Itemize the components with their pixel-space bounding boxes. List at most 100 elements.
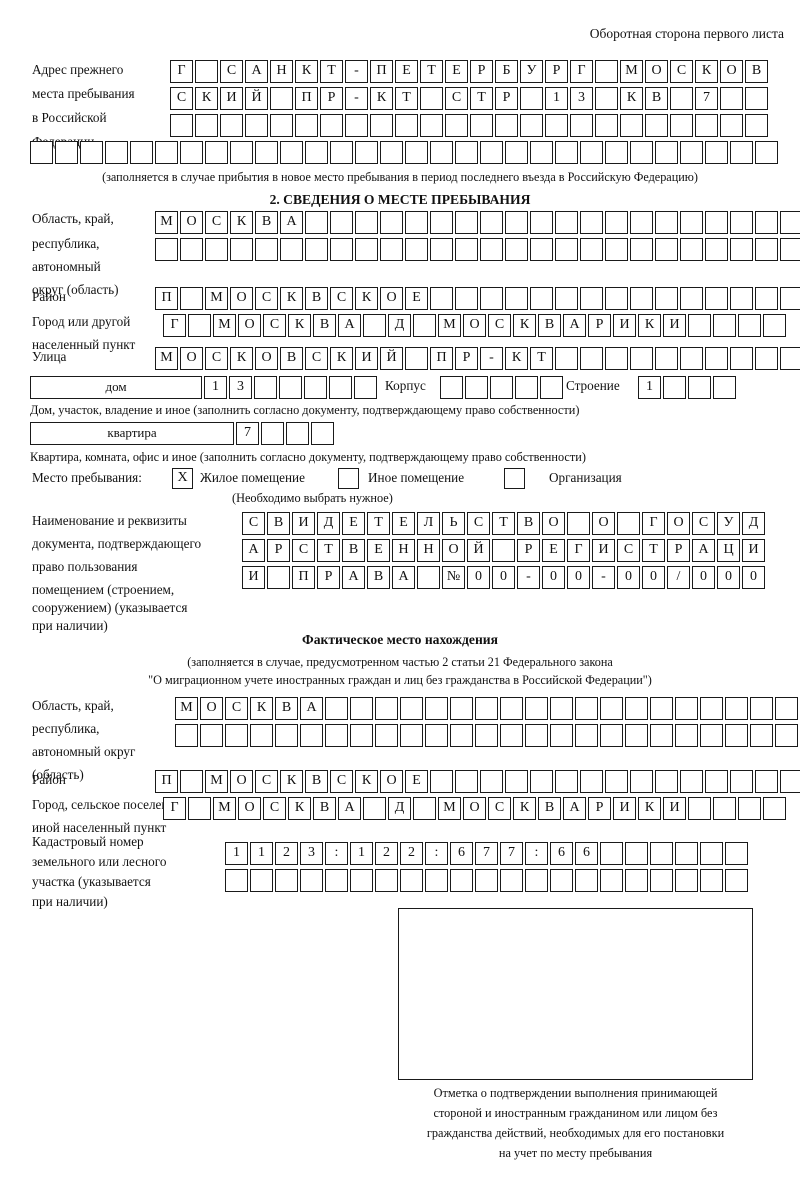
prev-address-cell[interactable]: [270, 114, 293, 137]
document-cell[interactable]: В: [517, 512, 540, 535]
prev-address-cell[interactable]: В: [745, 60, 768, 83]
cadastral-cell[interactable]: [700, 869, 723, 892]
city-cell[interactable]: [738, 314, 761, 337]
prev-address-cell[interactable]: А: [245, 60, 268, 83]
cadastral-cell[interactable]: 7: [500, 842, 523, 865]
cadastral-cell[interactable]: [500, 869, 523, 892]
actual-district-cell[interactable]: [430, 770, 453, 793]
actual-city-cell[interactable]: [763, 797, 786, 820]
city-cell[interactable]: М: [213, 314, 236, 337]
prev-address-cell[interactable]: [55, 141, 78, 164]
actual-city-cell[interactable]: С: [488, 797, 511, 820]
actual-region-cell[interactable]: [300, 724, 323, 747]
district-cell[interactable]: [430, 287, 453, 310]
region-cell[interactable]: О: [180, 211, 203, 234]
district-cell[interactable]: К: [280, 287, 303, 310]
street-cell[interactable]: П: [430, 347, 453, 370]
prev-address-cell[interactable]: [595, 87, 618, 110]
cadastral-cell[interactable]: [475, 869, 498, 892]
actual-district-cell[interactable]: К: [280, 770, 303, 793]
actual-district-cell[interactable]: П: [155, 770, 178, 793]
cadastral-cell[interactable]: [450, 869, 473, 892]
stroenie-cell[interactable]: 1: [638, 376, 661, 399]
actual-district-cell[interactable]: [455, 770, 478, 793]
prev-address-cell[interactable]: Б: [495, 60, 518, 83]
document-cell[interactable]: А: [692, 539, 715, 562]
actual-region-cell[interactable]: [425, 697, 448, 720]
house-cell[interactable]: [354, 376, 377, 399]
document-cell[interactable]: Л: [417, 512, 440, 535]
actual-city-cell[interactable]: А: [563, 797, 586, 820]
prev-address-cell[interactable]: К: [195, 87, 218, 110]
document-cell[interactable]: Т: [367, 512, 390, 535]
actual-district-cell[interactable]: [655, 770, 678, 793]
actual-region-cell[interactable]: [775, 724, 798, 747]
prev-address-cell[interactable]: [445, 114, 468, 137]
district-cell[interactable]: [755, 287, 778, 310]
actual-district-cell[interactable]: [730, 770, 753, 793]
prev-address-cell[interactable]: [595, 60, 618, 83]
prev-address-cell[interactable]: [505, 141, 528, 164]
document-cell[interactable]: Т: [317, 539, 340, 562]
region-cell[interactable]: [455, 238, 478, 261]
document-cell[interactable]: [617, 512, 640, 535]
prev-address-cell[interactable]: [230, 141, 253, 164]
actual-district-cell[interactable]: М: [205, 770, 228, 793]
document-cell[interactable]: 0: [467, 566, 490, 589]
cadastral-cell[interactable]: [650, 842, 673, 865]
district-cell[interactable]: [480, 287, 503, 310]
actual-district-cell[interactable]: [605, 770, 628, 793]
document-cell[interactable]: У: [717, 512, 740, 535]
actual-region-cell[interactable]: М: [175, 697, 198, 720]
prev-address-cell[interactable]: 1: [545, 87, 568, 110]
prev-address-cell[interactable]: [430, 141, 453, 164]
region-cell[interactable]: [355, 211, 378, 234]
flat-cell[interactable]: [261, 422, 284, 445]
prev-address-cell[interactable]: [395, 114, 418, 137]
prev-address-cell[interactable]: Р: [470, 60, 493, 83]
prev-address-cell[interactable]: Р: [495, 87, 518, 110]
document-cell[interactable]: В: [267, 512, 290, 535]
prev-address-cell[interactable]: [670, 87, 693, 110]
actual-region-cell[interactable]: [250, 724, 273, 747]
actual-region-cell[interactable]: К: [250, 697, 273, 720]
prev-address-cell[interactable]: [520, 114, 543, 137]
actual-district-cell[interactable]: С: [255, 770, 278, 793]
actual-region-cell[interactable]: [225, 724, 248, 747]
flat-cell[interactable]: 7: [236, 422, 259, 445]
city-cell[interactable]: О: [463, 314, 486, 337]
region-cell[interactable]: [605, 238, 628, 261]
document-cell[interactable]: В: [367, 566, 390, 589]
city-cell[interactable]: О: [238, 314, 261, 337]
document-cell[interactable]: Т: [642, 539, 665, 562]
region-row[interactable]: [155, 238, 800, 261]
actual-city-cell[interactable]: [688, 797, 711, 820]
actual-region-cell[interactable]: [375, 724, 398, 747]
cadastral-cell[interactable]: [375, 869, 398, 892]
region-cell[interactable]: [505, 211, 528, 234]
actual-city-cell[interactable]: К: [513, 797, 536, 820]
actual-district-cell[interactable]: К: [355, 770, 378, 793]
cadastral-cell[interactable]: [425, 869, 448, 892]
document-cell[interactable]: -: [517, 566, 540, 589]
prev-address-cell[interactable]: 3: [570, 87, 593, 110]
actual-district-cell[interactable]: Е: [405, 770, 428, 793]
region-cell[interactable]: [330, 211, 353, 234]
stroenie-cell[interactable]: [663, 376, 686, 399]
prev-address-cell[interactable]: [520, 87, 543, 110]
cadastral-cell[interactable]: [300, 869, 323, 892]
prev-address-cell[interactable]: [80, 141, 103, 164]
actual-city-cell[interactable]: Д: [388, 797, 411, 820]
region-cell[interactable]: [505, 238, 528, 261]
prev-address-cell[interactable]: [305, 141, 328, 164]
cadastral-cell[interactable]: [600, 869, 623, 892]
cadastral-cell[interactable]: :: [425, 842, 448, 865]
actual-region-cell[interactable]: [450, 724, 473, 747]
document-cell[interactable]: С: [292, 539, 315, 562]
city-cell[interactable]: С: [488, 314, 511, 337]
prev-address-cell[interactable]: [570, 114, 593, 137]
actual-district-cell[interactable]: О: [380, 770, 403, 793]
street-cell[interactable]: К: [330, 347, 353, 370]
actual-region-cell[interactable]: [650, 724, 673, 747]
